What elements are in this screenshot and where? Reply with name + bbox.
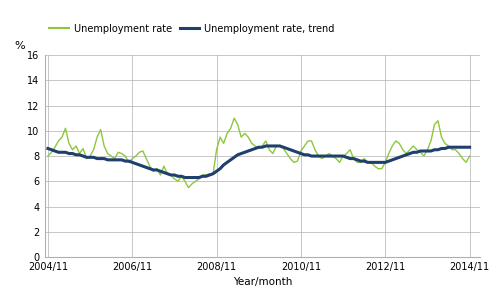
X-axis label: Year/month: Year/month [233, 278, 292, 287]
Text: %: % [14, 41, 25, 51]
Legend: Unemployment rate, Unemployment rate, trend: Unemployment rate, Unemployment rate, tr… [50, 24, 334, 34]
